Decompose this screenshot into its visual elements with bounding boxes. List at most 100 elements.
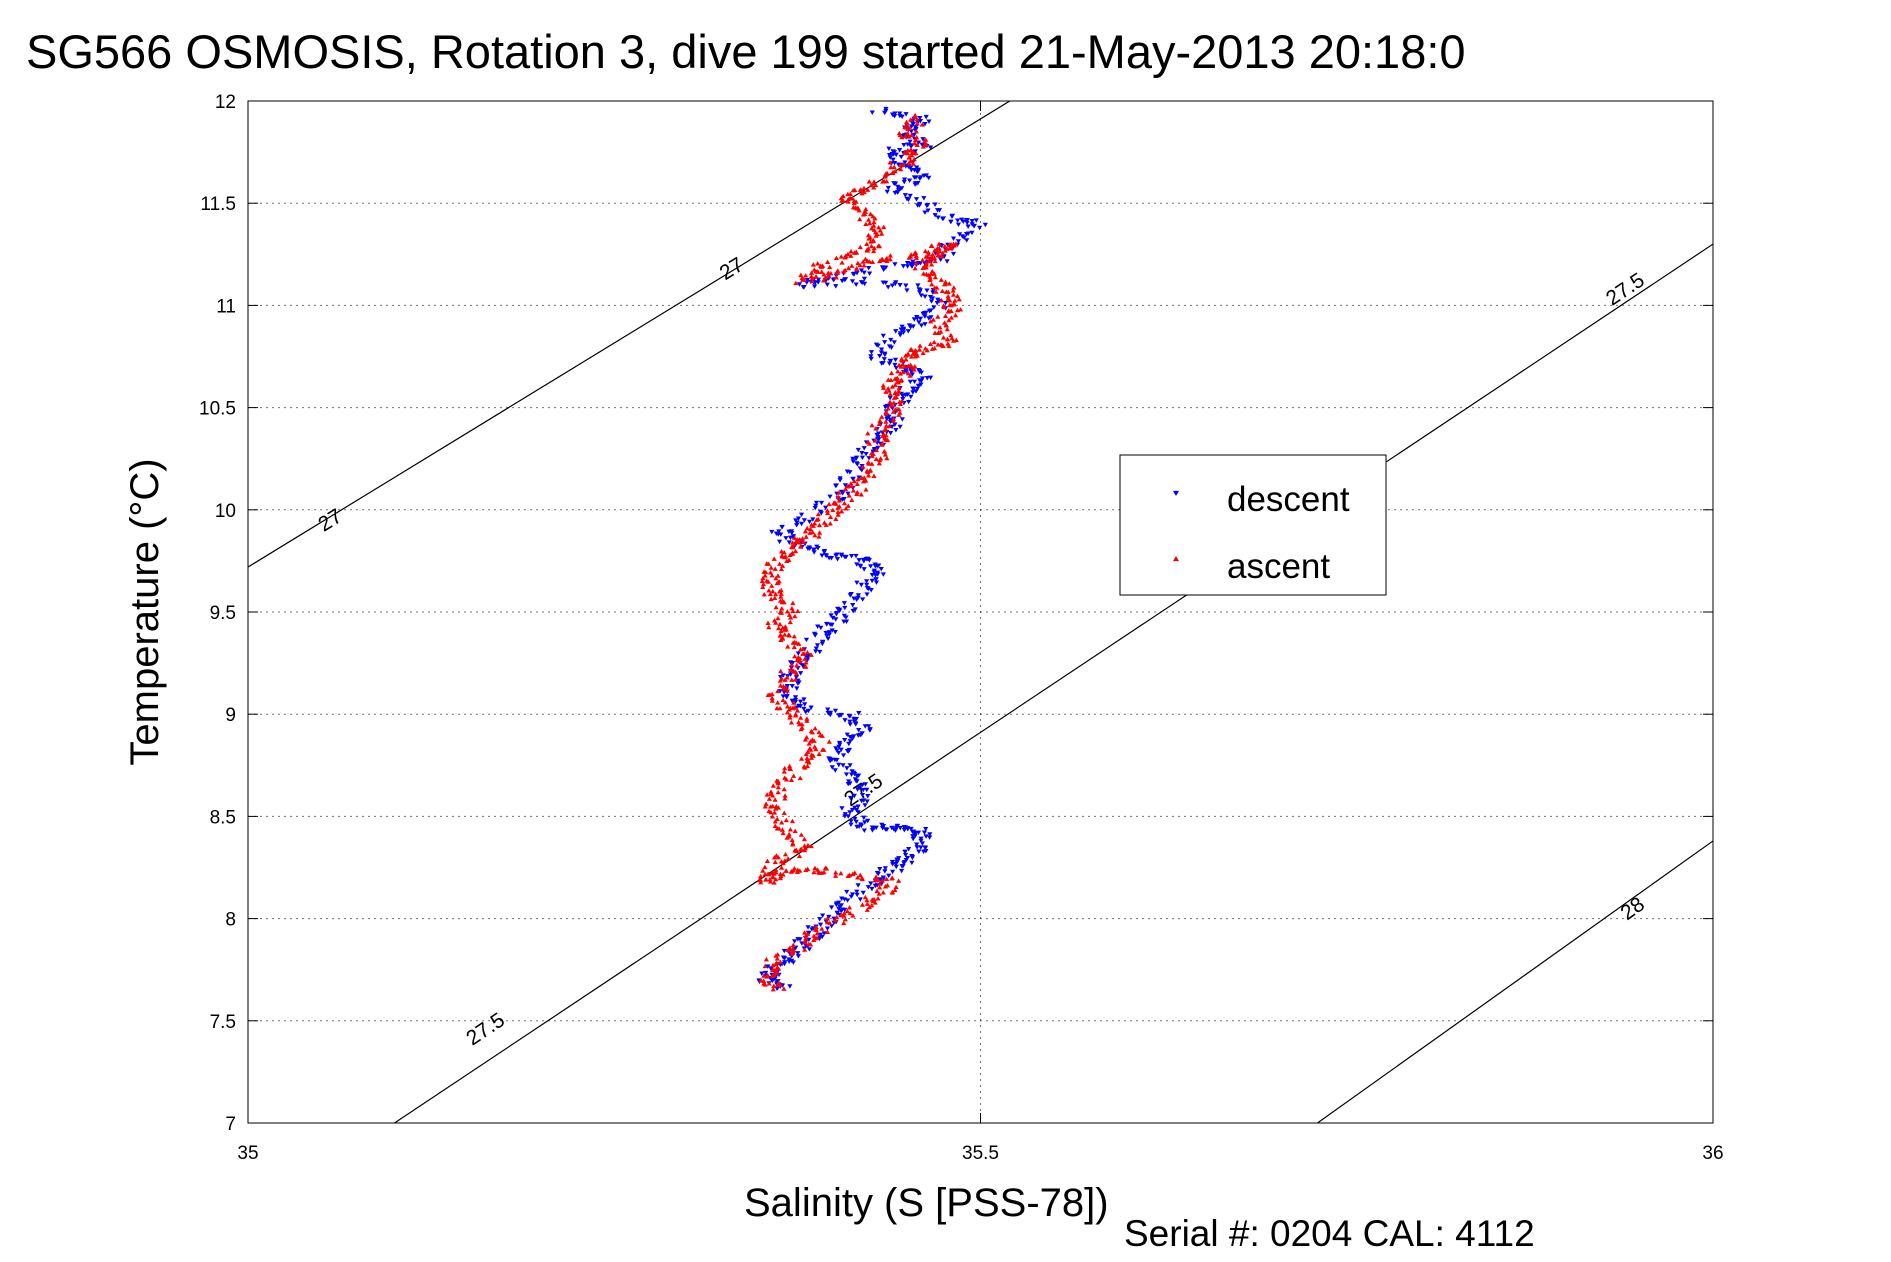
descent-point bbox=[960, 219, 966, 225]
ascent-point bbox=[821, 272, 827, 277]
descent-point bbox=[914, 169, 920, 175]
descent-point bbox=[869, 572, 875, 578]
ascent-point bbox=[928, 271, 934, 276]
ascent-point bbox=[778, 610, 785, 615]
descent-point bbox=[887, 395, 893, 401]
ascent-point bbox=[811, 869, 817, 875]
ascent-point bbox=[836, 504, 843, 509]
ascent-point bbox=[869, 903, 875, 908]
descent-point bbox=[852, 816, 858, 822]
ascent-point bbox=[781, 986, 787, 991]
descent-point bbox=[824, 633, 830, 639]
ascent-point bbox=[950, 292, 957, 297]
descent-point bbox=[948, 219, 954, 225]
ascent-point bbox=[877, 228, 883, 233]
ascent-point bbox=[879, 440, 886, 446]
descent-point bbox=[826, 630, 832, 635]
ascent-point bbox=[811, 933, 817, 938]
ascent-point bbox=[793, 640, 800, 645]
descent-point bbox=[851, 716, 857, 722]
descent-point bbox=[806, 947, 812, 952]
ascent-point bbox=[876, 225, 882, 230]
ascent-point bbox=[854, 481, 860, 487]
ascent-point bbox=[790, 600, 796, 606]
descent-point bbox=[917, 176, 923, 182]
descent-point bbox=[813, 649, 819, 654]
ascent-point bbox=[849, 497, 855, 503]
descent-point bbox=[854, 892, 860, 898]
ascent-point bbox=[865, 430, 871, 436]
descent-point bbox=[861, 828, 867, 833]
descent-point bbox=[899, 417, 905, 422]
descent-point bbox=[819, 641, 825, 647]
ascent-point bbox=[888, 377, 894, 382]
ascent-point bbox=[762, 871, 768, 877]
descent-point bbox=[861, 270, 867, 276]
ascent-point bbox=[882, 435, 888, 441]
ascent-point bbox=[835, 512, 841, 517]
descent-point bbox=[914, 386, 920, 392]
descent-point bbox=[906, 178, 913, 183]
ascent-point bbox=[766, 624, 772, 630]
ascent-point bbox=[833, 516, 839, 522]
ascent-point bbox=[760, 575, 766, 581]
x-tick-label: 35 bbox=[237, 1143, 258, 1164]
ascent-marker-icon bbox=[1173, 556, 1179, 562]
descent-point bbox=[899, 114, 905, 119]
descent-point bbox=[884, 189, 890, 195]
ascent-point bbox=[895, 368, 901, 374]
descent-point bbox=[854, 580, 860, 586]
ascent-point bbox=[896, 362, 902, 368]
descent-point bbox=[818, 500, 825, 506]
legend-ascent-label: ascent bbox=[1227, 547, 1330, 586]
descent-point bbox=[914, 842, 920, 847]
descent-point bbox=[919, 841, 926, 846]
ascent-point bbox=[838, 870, 844, 876]
descent-point bbox=[897, 283, 903, 288]
ascent-point bbox=[773, 620, 779, 625]
ascent-point bbox=[887, 256, 893, 262]
ascent-point bbox=[824, 919, 830, 925]
legend: descent ascent bbox=[1119, 454, 1387, 596]
descent-point bbox=[914, 845, 920, 850]
ascent-point bbox=[919, 257, 926, 263]
ascent-point bbox=[793, 539, 799, 544]
ascent-point bbox=[859, 902, 866, 907]
descent-point bbox=[869, 110, 875, 115]
descent-point bbox=[884, 403, 890, 409]
ascent-point bbox=[956, 296, 962, 302]
ascent-point bbox=[789, 837, 795, 843]
descent-point bbox=[868, 881, 874, 886]
descent-point bbox=[795, 516, 802, 521]
descent-point bbox=[882, 866, 888, 871]
axis-ticks: 35 35.5 36 7 7.5 8 8.5 9 9.5 10 10.5 11 11.5 12 bbox=[199, 92, 1724, 1164]
descent-point bbox=[848, 772, 855, 777]
ascent-point bbox=[858, 492, 864, 497]
ascent-point bbox=[853, 199, 859, 204]
descent-point bbox=[840, 753, 847, 758]
descent-point bbox=[912, 182, 918, 187]
ascent-point bbox=[772, 797, 778, 802]
ascent-point bbox=[920, 144, 926, 149]
ascent-point bbox=[787, 705, 794, 711]
ascent-point bbox=[784, 704, 791, 709]
ascent-point bbox=[908, 252, 914, 257]
descent-point bbox=[783, 536, 789, 541]
ascent-point bbox=[786, 612, 793, 617]
ascent-point bbox=[808, 728, 814, 734]
ascent-point bbox=[885, 406, 891, 411]
ascent-point bbox=[791, 644, 797, 650]
ascent-point bbox=[896, 878, 902, 883]
ascent-point bbox=[893, 394, 899, 400]
ascent-point bbox=[835, 268, 841, 273]
ascent-point bbox=[788, 720, 795, 725]
descent-point bbox=[868, 588, 874, 593]
ascent-point bbox=[832, 873, 839, 878]
descent-point bbox=[922, 845, 929, 851]
ascent-point bbox=[784, 675, 790, 680]
ascent-point bbox=[839, 260, 845, 265]
ascent-point bbox=[871, 223, 877, 228]
ascent-point bbox=[882, 452, 889, 457]
ascent-point bbox=[914, 121, 920, 126]
descent-point bbox=[918, 370, 924, 376]
